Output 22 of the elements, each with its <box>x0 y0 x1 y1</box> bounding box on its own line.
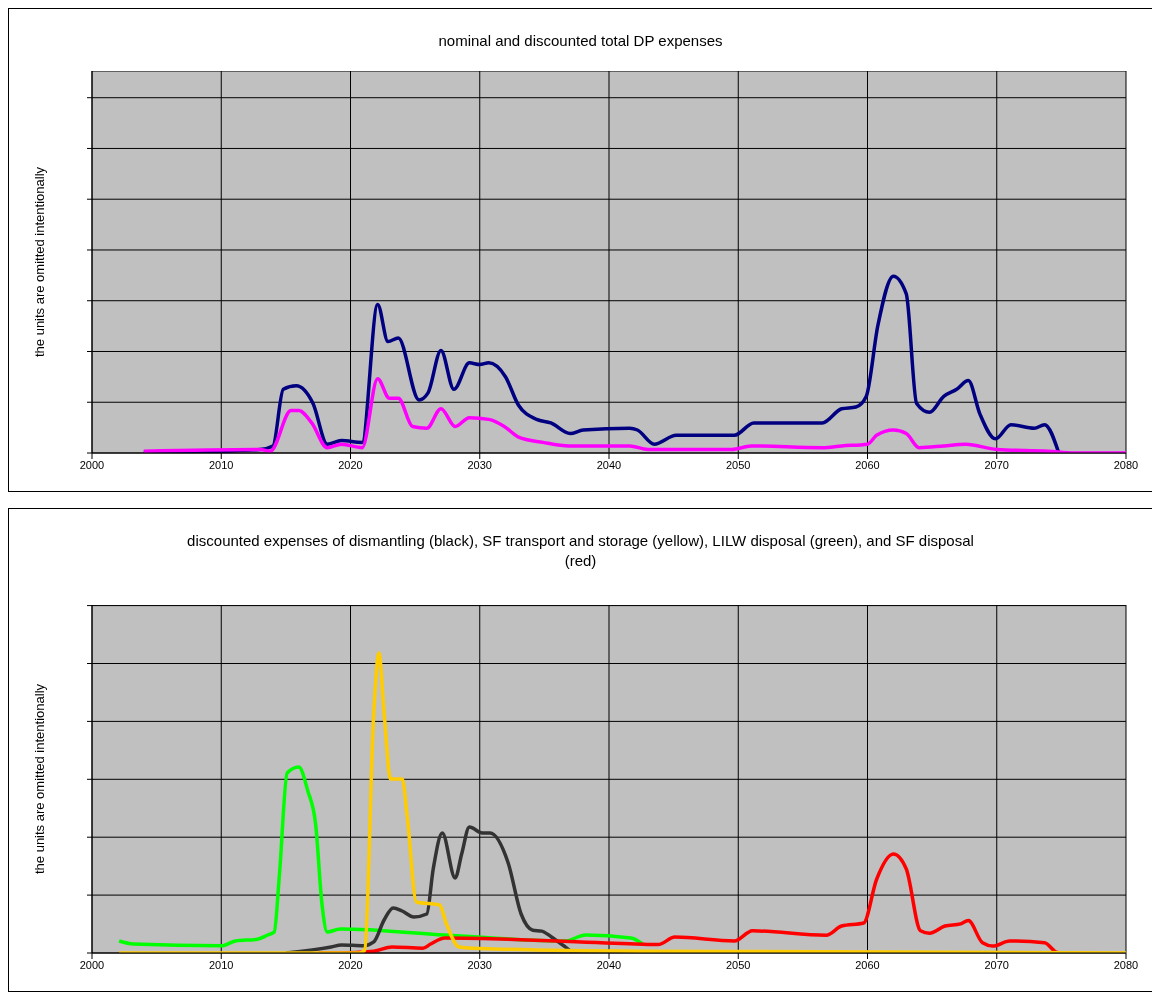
x-tick-label: 2000 <box>79 958 105 971</box>
x-tick-label: 2000 <box>79 458 105 471</box>
x-tick-label: 2020 <box>338 458 363 471</box>
x-tick-label: 2040 <box>596 458 622 471</box>
x-tick-label: 2030 <box>467 958 492 971</box>
x-tick-label: 2080 <box>1113 458 1139 471</box>
x-tick-label: 2070 <box>984 958 1009 971</box>
chart-title: nominal and discounted total DP expenses <box>437 31 724 51</box>
x-tick-label: 2060 <box>855 458 880 471</box>
x-tick-label: 2050 <box>726 958 751 971</box>
y-axis-title: the units are omitted intentionally <box>31 166 47 358</box>
x-tick-label: 2050 <box>726 458 751 471</box>
x-tick-label: 2010 <box>209 458 234 471</box>
x-tick-label: 2040 <box>596 958 622 971</box>
x-tick-label: 2020 <box>338 958 363 971</box>
x-tick-label: 2060 <box>855 958 880 971</box>
x-tick-label: 2070 <box>984 458 1009 471</box>
x-tick-label: 2010 <box>209 958 234 971</box>
chart-title: discounted expenses of dismantling (black), SF transport and storage (yellow), LILW disposal (green), and SF disposal (red) <box>186 531 975 571</box>
y-axis-title: the units are omitted intentionally <box>31 683 47 875</box>
x-tick-label: 2030 <box>467 458 492 471</box>
x-tick-label: 2080 <box>1113 958 1139 971</box>
